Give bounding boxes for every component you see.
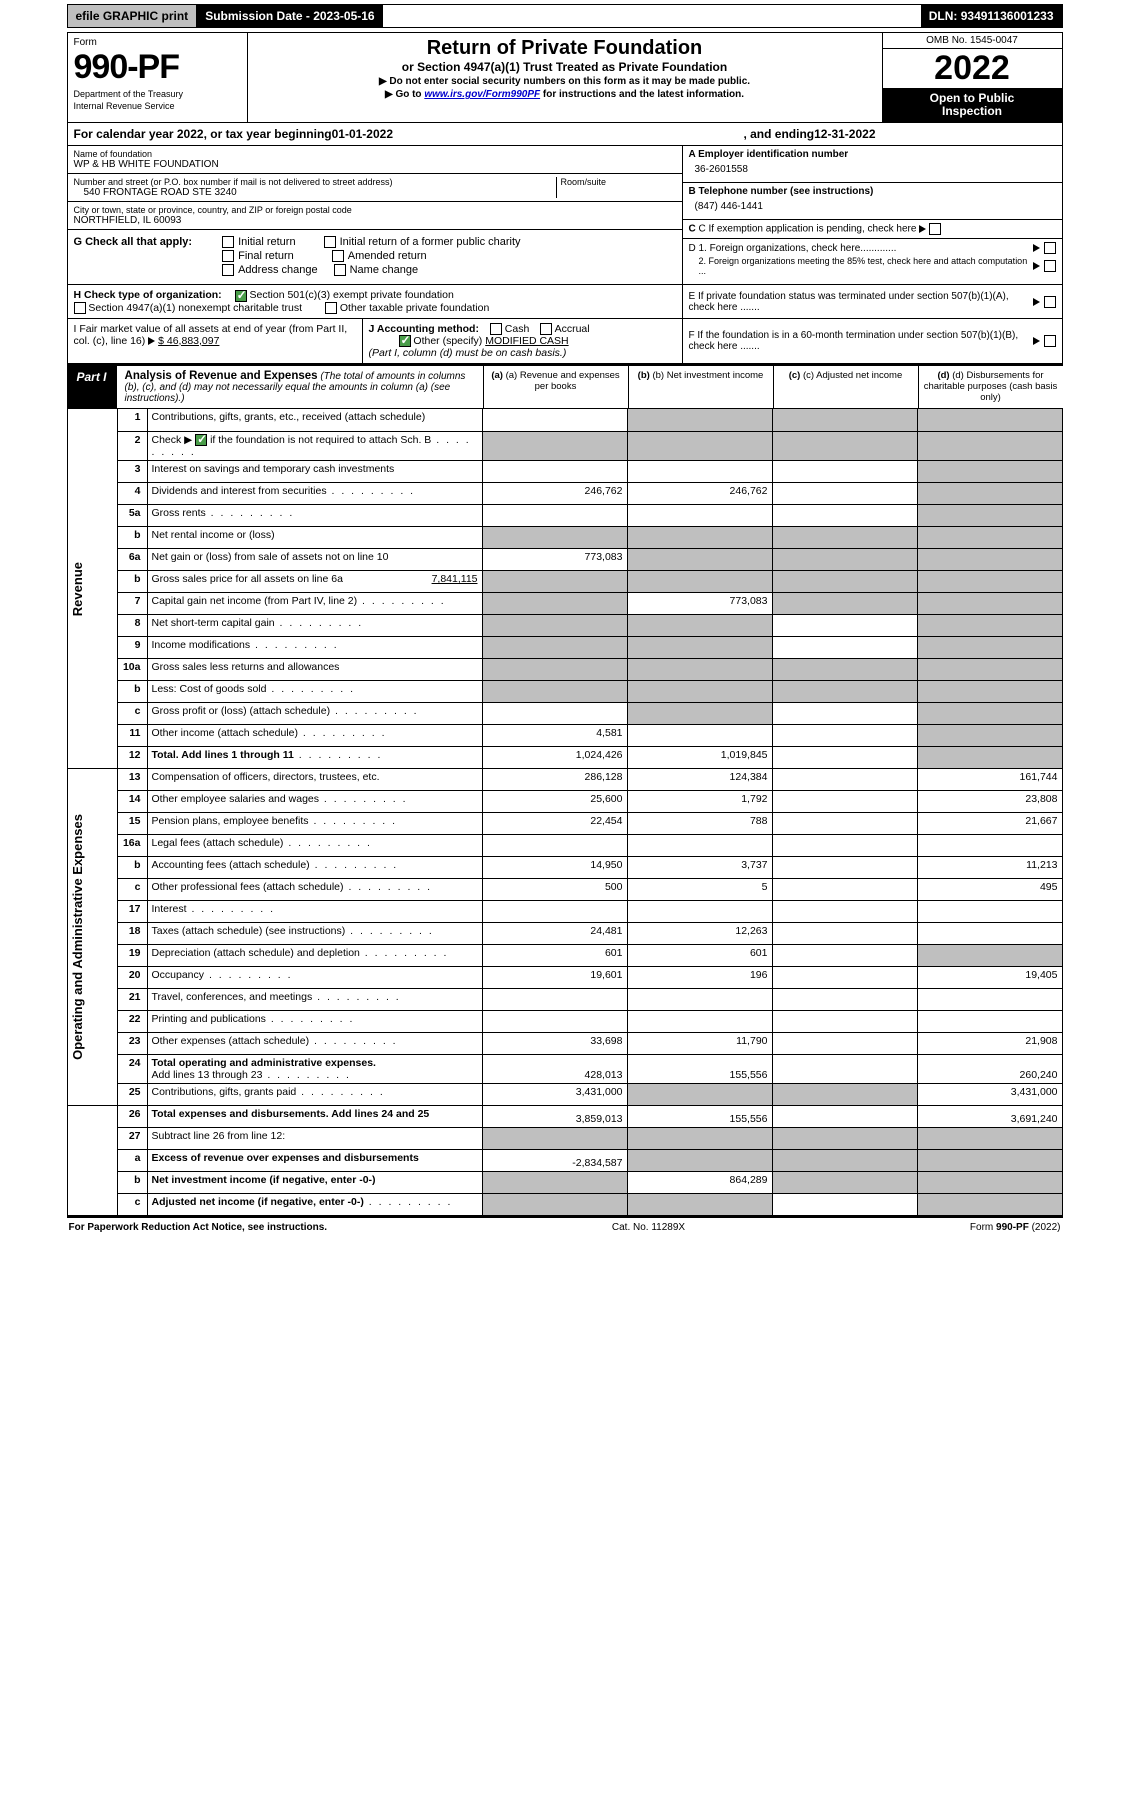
catalog-number: Cat. No. 11289X (612, 1222, 685, 1233)
entity-info: Name of foundation WP & HB WHITE FOUNDAT… (67, 146, 1063, 285)
irs-link[interactable]: www.irs.gov/Form990PF (424, 89, 540, 100)
tax-year: 2022 (883, 49, 1062, 88)
revenue-side-label: Revenue (68, 552, 87, 626)
part-title: Analysis of Revenue and Expenses (The to… (117, 366, 483, 408)
arrow-icon (1033, 262, 1040, 270)
status-terminated-checkbox[interactable] (1044, 296, 1056, 308)
form-header: Form 990-PF Department of the Treasury I… (67, 32, 1063, 123)
expenses-side-label: Operating and Administrative Expenses (68, 804, 87, 1070)
address-change-checkbox[interactable] (222, 264, 234, 276)
final-return-checkbox[interactable] (222, 250, 234, 262)
dept-line-2: Internal Revenue Service (74, 101, 241, 111)
60month-checkbox[interactable] (1044, 335, 1056, 347)
arrow-icon (1033, 244, 1040, 252)
schb-checkbox[interactable] (195, 434, 207, 446)
col-b-header: (b) (b) Net investment income (628, 366, 773, 408)
form-page: efile GRAPHIC print Submission Date - 20… (63, 0, 1067, 1241)
amended-return-checkbox[interactable] (332, 250, 344, 262)
arrow-icon (1033, 337, 1040, 345)
arrow-icon (1033, 298, 1040, 306)
paperwork-notice: For Paperwork Reduction Act Notice, see … (69, 1222, 328, 1233)
section-d: D 1. Foreign organizations, check here..… (683, 238, 1062, 279)
city-cell: City or town, state or province, country… (68, 201, 682, 229)
foreign-org-checkbox[interactable] (1044, 242, 1056, 254)
foundation-name-cell: Name of foundation WP & HB WHITE FOUNDAT… (68, 146, 682, 173)
address-cell: Number and street (or P.O. box number if… (68, 173, 682, 201)
form-title: Return of Private Foundation (254, 37, 876, 60)
col-c-header: (c) (c) Adjusted net income (773, 366, 918, 408)
phone-cell: B Telephone number (see instructions) (8… (683, 182, 1062, 219)
cash-checkbox[interactable] (490, 323, 502, 335)
dln: DLN: 93491136001233 (921, 5, 1062, 27)
4947-checkbox[interactable] (74, 302, 86, 314)
room-suite-label: Room/suite (561, 177, 676, 187)
form-subtitle: or Section 4947(a)(1) Trust Treated as P… (254, 60, 876, 74)
form-id-block: Form 990-PF Department of the Treasury I… (68, 33, 248, 122)
page-footer: For Paperwork Reduction Act Notice, see … (67, 1216, 1063, 1237)
col-d-header: (d) (d) Disbursements for charitable pur… (918, 366, 1063, 408)
efile-print-button[interactable]: efile GRAPHIC print (68, 5, 198, 27)
exemption-pending-checkbox[interactable] (929, 223, 941, 235)
col-a-header: (a) (a) Revenue and expenses per books (483, 366, 628, 408)
accrual-checkbox[interactable] (540, 323, 552, 335)
name-change-checkbox[interactable] (334, 264, 346, 276)
initial-return-checkbox[interactable] (222, 236, 234, 248)
ein-cell: A Employer identification number 36-2601… (683, 146, 1062, 182)
omb-number: OMB No. 1545-0047 (883, 33, 1062, 49)
year-block: OMB No. 1545-0047 2022 Open to PublicIns… (882, 33, 1062, 122)
other-method-checkbox[interactable] (399, 335, 411, 347)
foreign-85-checkbox[interactable] (1044, 260, 1056, 272)
public-inspection: Open to PublicInspection (883, 88, 1062, 122)
fmv-value: $ 46,883,097 (158, 335, 219, 347)
section-h-e: H Check type of organization: Section 50… (67, 285, 1063, 318)
section-i-j-f: I Fair market value of all assets at end… (67, 319, 1063, 364)
submission-date: Submission Date - 2023-05-16 (197, 5, 382, 27)
form-ref: Form 990-PF (2022) (970, 1222, 1061, 1233)
dept-line-1: Department of the Treasury (74, 89, 241, 99)
section-c: C C If exemption application is pending,… (683, 219, 1062, 238)
form-number: 990-PF (74, 48, 241, 87)
top-bar: efile GRAPHIC print Submission Date - 20… (67, 4, 1063, 28)
initial-former-checkbox[interactable] (324, 236, 336, 248)
arrow-icon (919, 225, 926, 233)
part-1-header: Part I Analysis of Revenue and Expenses … (67, 364, 1063, 409)
501c3-checkbox[interactable] (235, 290, 247, 302)
arrow-icon (148, 337, 155, 345)
section-g: G Check all that apply: Initial return I… (68, 229, 682, 284)
other-taxable-checkbox[interactable] (325, 302, 337, 314)
form-title-block: Return of Private Foundation or Section … (248, 33, 882, 122)
instr-1: ▶ Do not enter social security numbers o… (254, 76, 876, 87)
part-label: Part I (67, 366, 117, 408)
instr-2: ▶ Go to www.irs.gov/Form990PF for instru… (254, 89, 876, 100)
financial-table: Revenue 1Contributions, gifts, grants, e… (67, 409, 1063, 1216)
form-word: Form (74, 37, 241, 48)
calendar-year-row: For calendar year 2022, or tax year begi… (67, 123, 1063, 146)
